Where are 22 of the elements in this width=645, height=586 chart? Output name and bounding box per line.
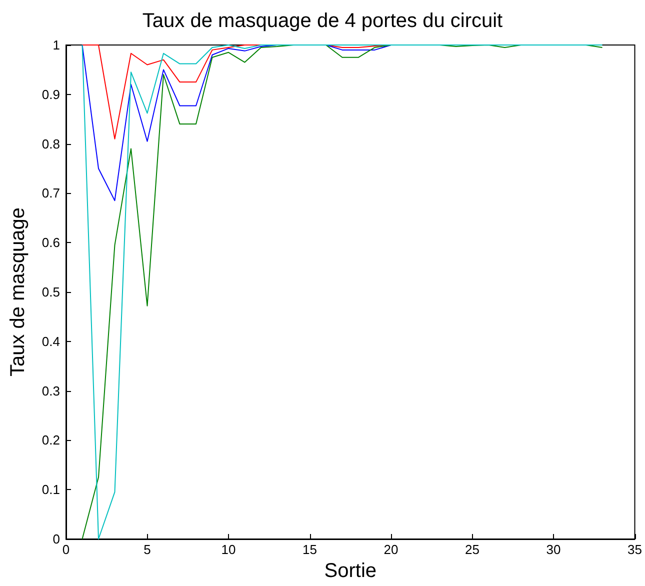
y-tick-label: 1 xyxy=(52,38,60,52)
y-tick-label: 0.2 xyxy=(42,432,60,448)
y-tick-label: 0.7 xyxy=(42,186,60,201)
y-tick-label: 0 xyxy=(52,532,60,546)
x-tick-label: 35 xyxy=(628,542,642,557)
y-tick-label: 0.6 xyxy=(42,235,60,250)
x-tick-label: 25 xyxy=(465,542,480,557)
x-axis-title: Sortie xyxy=(324,560,377,582)
x-tick-label: 5 xyxy=(144,542,151,557)
y-axis-title: Taux de masquage xyxy=(7,207,29,377)
x-tick-label: 30 xyxy=(546,542,561,557)
y-tick-label: 0.3 xyxy=(42,383,60,398)
x-tick-label: 15 xyxy=(302,542,317,557)
y-tick-label: 0.5 xyxy=(42,284,60,300)
x-tick-label: 0 xyxy=(62,542,70,557)
x-tick-label: 20 xyxy=(384,542,398,557)
y-tick-label: 0.8 xyxy=(42,136,60,152)
chart-title: Taux de masquage de 4 portes du circuit xyxy=(142,10,504,32)
x-tick-label: 10 xyxy=(221,542,236,557)
y-tick-label: 0.9 xyxy=(42,86,60,102)
y-tick-label: 0.4 xyxy=(42,334,60,349)
y-tick-label: 0.1 xyxy=(42,482,60,498)
